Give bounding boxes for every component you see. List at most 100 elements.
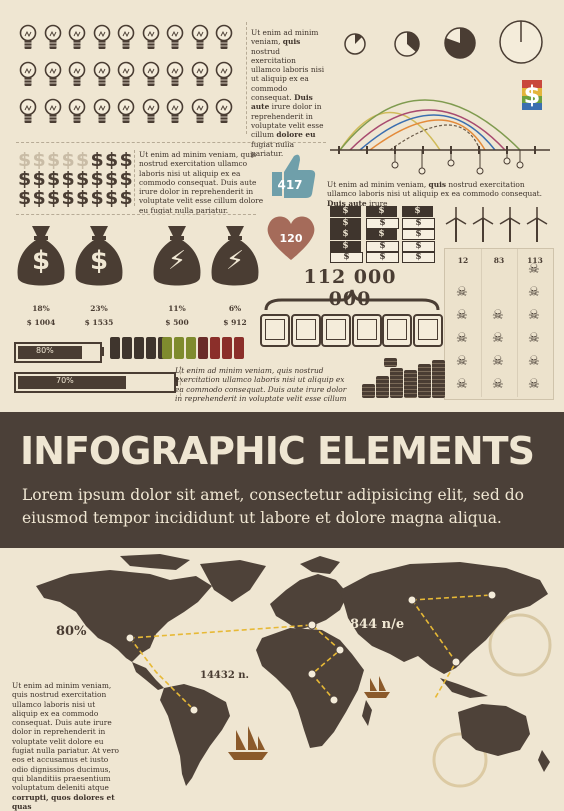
money-bag-icon [211,226,259,286]
coin-stack [404,370,417,398]
dollar-sign-icon: $ [18,187,32,209]
dollar-bill-icon: $ [366,217,399,229]
lightbulb-icon [142,98,159,123]
skull-crossbones-icon: ☠ [528,354,540,369]
dollar-sign-icon: $ [119,187,133,209]
thumbs-up-value: 417 [277,178,303,192]
dollar-sign-icon: $ [90,149,104,171]
skull-crossbones-icon: ☠ [528,308,540,323]
coin-stack [362,384,375,398]
text-block-dollars: Ut enim ad minim veniam, quis nostrud ex… [139,150,264,215]
skull-column-label: 83 [493,256,505,265]
dollar-bill-icon: $ [402,240,435,252]
lightbulb-icon [215,24,233,49]
skull-crossbones-icon: ☠ [528,285,540,300]
lightbulb-icon [44,24,61,49]
lightbulb-icon [117,61,135,86]
money-bag-percent: 11% [168,304,186,313]
lightbulb-icon [215,98,233,123]
money-bag-percent: 6% [228,304,242,313]
arc-diagram [330,99,550,175]
dollar-sign-icon: $ [47,149,61,171]
pie-icons [344,20,543,64]
lightbulb-icon [117,24,135,49]
skull-crossbones-icon: ☠ [456,308,468,323]
dollar-bill-icon: $ [402,252,435,263]
dollar-bill-icon: $ [330,206,361,217]
money-bag-symbol: ⚡ [167,246,187,276]
lightbulb-icon [93,98,110,123]
skull-chart [444,248,554,400]
dollar-sign-icon: $ [32,149,46,171]
skull-crossbones-icon: ☠ [456,354,468,369]
lightbulb-icon [44,61,61,86]
dollar-sign-icon: $ [105,168,119,190]
coin-stack [418,364,431,398]
dollar-sign-icon: $ [61,187,75,209]
ticket-grid: $ $ $ $ $ $ $ $ $ $ $ $ $ $ $ [330,206,440,263]
money-bag-symbol: $ [31,246,51,276]
wind-turbine-icon [472,207,494,242]
money-bag: ⚡ 6% $ 912 [208,222,262,332]
dollar-sign-icon: $ [18,168,32,190]
lightbulb-icon [68,98,86,123]
curly-brace [264,289,440,311]
dollar-sign-icon: $ [76,168,90,190]
skull-crossbones-icon: ☠ [528,331,540,346]
money-bag: $18% $ 1004 [14,222,68,332]
divider [180,366,181,396]
divider [16,142,326,143]
dollar-bill-icon: $ [330,217,361,229]
lightbulb-icon [191,98,208,123]
dollar-sign-icon: $ [47,168,61,190]
dollar-bill-icon: $ [402,217,435,229]
heart-value: 120 [279,232,303,245]
skull-crossbones-icon: ☠ [492,377,504,392]
dollar-sign-icon: $ [105,187,119,209]
money-bag-symbol: $ [89,246,109,276]
lightbulb-icon [19,98,37,123]
skull-crossbones-icon: ☠ [456,377,468,392]
money-bag-percent: 18% [32,304,50,313]
skull-crossbones-icon: ☠ [456,331,468,346]
dollar-signs-grid: $ $ $ $ $ $ $ $ $ $ $ $ $ $ $ $ $ $ $ $ $ $ $ $ [18,150,136,208]
map-label-left: 80% [56,624,87,639]
dollar-sign-icon: $ [119,149,133,171]
map-side-text: Ut enim ad minim veniam, quis nostrud ex… [12,681,119,811]
divider [16,214,256,215]
ship-icon [364,676,390,698]
tablet-icon [290,314,321,347]
dollar-bill-icon: $ [330,252,363,263]
lightbulb-icon [44,98,61,123]
text-block-top-right: Ut enim ad minim veniam, quis nostrud ex… [251,28,325,158]
lightbulb-icon [93,24,110,49]
dollar-sign-icon: $ [61,168,75,190]
skull-crossbones-icon: ☠ [528,262,540,277]
battery-1: 80% [14,342,102,363]
world-map [36,554,552,788]
battery-1-cap [100,347,104,356]
map-label-europe: 844 n/e [350,617,405,632]
money-bag: $23% $ 1535 [72,222,126,332]
money-bags: $18% $ 1004 $23% $ 1535 ⚡ 11% $ 500 ⚡ 6% $ 912 [14,222,264,332]
skull-crossbones-icon: ☠ [492,354,504,369]
lightbulb-icon [68,24,86,49]
dollar-bill-icon: $ [402,229,435,240]
tablet-icon [382,314,412,347]
lightbulb-icon [166,24,184,49]
lightbulb-grid [18,24,240,132]
lightbulb-icon [191,24,208,49]
coin-stack [390,368,403,398]
skull-crossbones-icon: ☠ [492,308,504,323]
pie-icon-3 [444,27,476,59]
tablet-icon [351,314,382,347]
money-bag-symbol: ⚡ [225,246,245,276]
dollar-bill-icon: $ [366,229,397,240]
dollar-sign-icon: $ [32,168,46,190]
thumbs-up-icon [272,154,316,198]
dollar-sign-icon: $ [105,149,119,171]
money-bag-icon [75,226,123,286]
wind-turbine-icon [499,207,521,242]
tablet-icon [260,314,290,347]
dollar-sign-icon: $ [90,187,104,209]
